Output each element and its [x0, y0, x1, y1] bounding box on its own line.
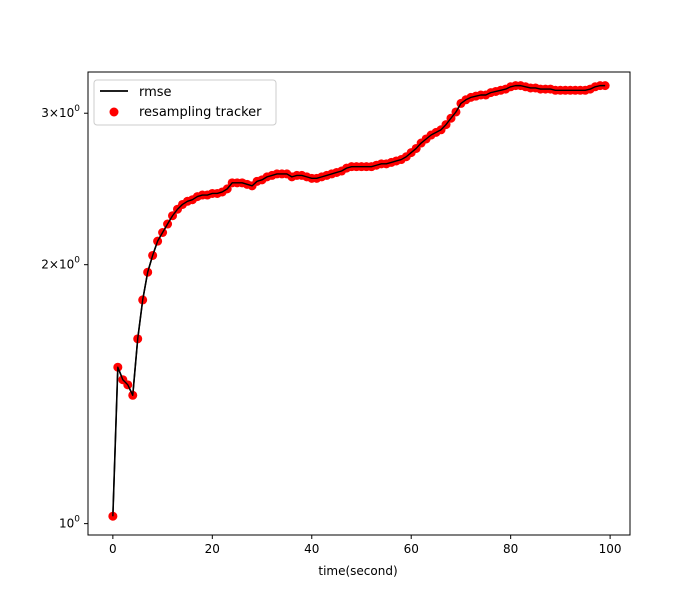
legend-resampling-tracker-swatch [109, 107, 119, 117]
x-tick-label: 20 [205, 542, 220, 556]
x-axis-label: time(second) [318, 564, 397, 578]
plot-area [108, 81, 610, 521]
y-tick-label: 3×100 [41, 104, 80, 120]
series-line-overlay-rmse [112, 84, 606, 517]
legend-resampling-tracker-label: resampling tracker [139, 105, 262, 120]
x-tick-label: 60 [404, 542, 419, 556]
legend: rmse resampling tracker [93, 79, 277, 126]
axes-frame [87, 71, 631, 536]
y-tick-label: 2×100 [41, 256, 80, 272]
x-tick-label: 0 [109, 542, 117, 556]
x-tick-label: 40 [304, 542, 319, 556]
legend-rmse-label: rmse [139, 85, 172, 100]
x-tick-label: 80 [503, 542, 518, 556]
legend-frame [93, 79, 277, 126]
x-tick-label: 100 [599, 542, 622, 556]
axes: 0 20 40 60 80 100 100 2×100 3×100 [41, 71, 631, 556]
y-tick-label: 100 [59, 515, 80, 531]
